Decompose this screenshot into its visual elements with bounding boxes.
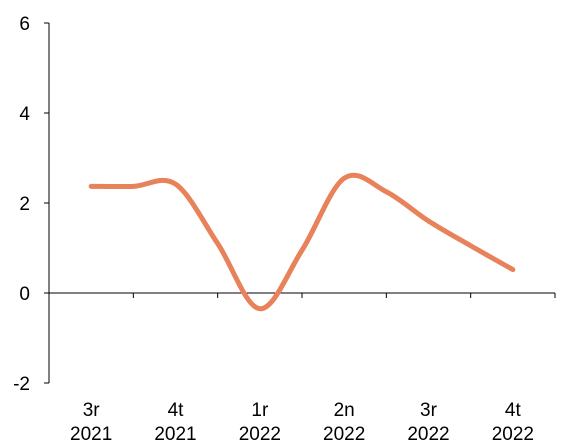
y-tick-label: 4: [19, 104, 30, 125]
x-tick-label-year: 2021: [154, 424, 196, 443]
x-tick-label-period: 4t: [505, 400, 522, 421]
x-ticks: 3r 2021 4t 2021 1r 2022 2n 2022 3r 2022 4t 2022: [48, 293, 556, 443]
x-tick-label-period: 1r: [251, 400, 269, 421]
y-tick-label: 6: [19, 14, 30, 35]
y-ticks: 6 4 2 0 -2: [13, 14, 49, 395]
x-tick-label-year: 2022: [407, 424, 449, 443]
series-group: [88, 172, 516, 312]
x-tick-label-year: 2022: [323, 424, 365, 443]
y-tick-label: 2: [19, 194, 30, 215]
x-tick-label-year: 2022: [492, 424, 534, 443]
x-tick-label-period: 3r: [420, 400, 438, 421]
series-line: [88, 172, 516, 312]
x-tick-label-period: 3r: [83, 400, 101, 421]
x-tick-label-year: 2022: [239, 424, 281, 443]
x-tick-label-year: 2021: [70, 424, 112, 443]
y-tick-label: -2: [13, 374, 30, 395]
x-tick-label-period: 4t: [168, 400, 185, 421]
y-tick-label: 0: [19, 284, 30, 305]
x-tick-label-period: 2n: [334, 400, 355, 421]
